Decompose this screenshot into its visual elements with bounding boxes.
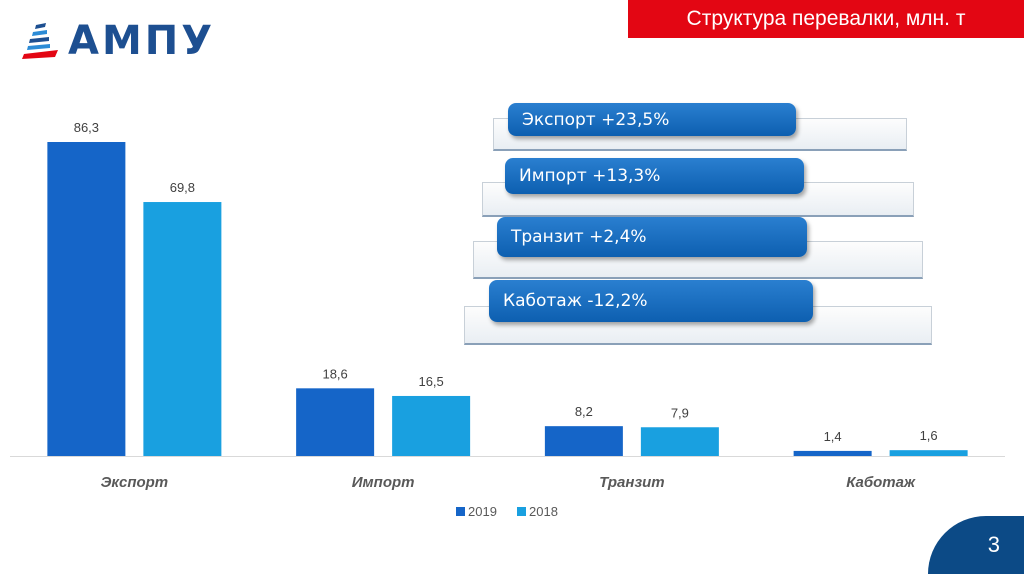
bar-2019 [793,450,872,456]
logo: АМПУ [22,18,215,64]
legend-label: 2019 [468,504,497,519]
bar-2018 [392,395,471,456]
data-label: 1,4 [824,429,842,444]
bar-2018 [889,450,968,456]
data-label: 86,3 [74,120,99,135]
legend-swatch-2019 [456,507,465,516]
category-label: Экспорт [101,474,169,491]
bar-2019 [544,426,623,456]
category-label: Транзит [599,474,665,491]
data-label: 16,5 [418,374,443,389]
data-label: 7,9 [671,405,689,420]
bar-2018 [640,427,719,456]
data-label: 1,6 [920,428,938,443]
legend-swatch-2018 [517,507,526,516]
badge-cabotage: Каботаж -12,2% [489,280,813,322]
logo-text: АМПУ [68,18,216,64]
bar-2019 [296,388,375,456]
data-label: 18,6 [322,366,347,381]
bar-2019 [47,142,126,456]
page-number: 3 [928,516,1024,574]
data-label: 8,2 [575,404,593,419]
category-label: Импорт [352,474,415,491]
legend-label: 2018 [529,504,558,519]
data-label: 69,8 [170,180,195,195]
badge-import: Импорт +13,3% [505,158,804,194]
bar-2018 [143,202,222,456]
badge-transit: Транзит +2,4% [497,217,807,257]
lighthouse-icon [22,23,58,59]
category-label: Каботаж [846,474,916,491]
badge-export: Экспорт +23,5% [508,103,796,136]
slide-title: Структура перевалки, млн. т [628,0,1024,38]
